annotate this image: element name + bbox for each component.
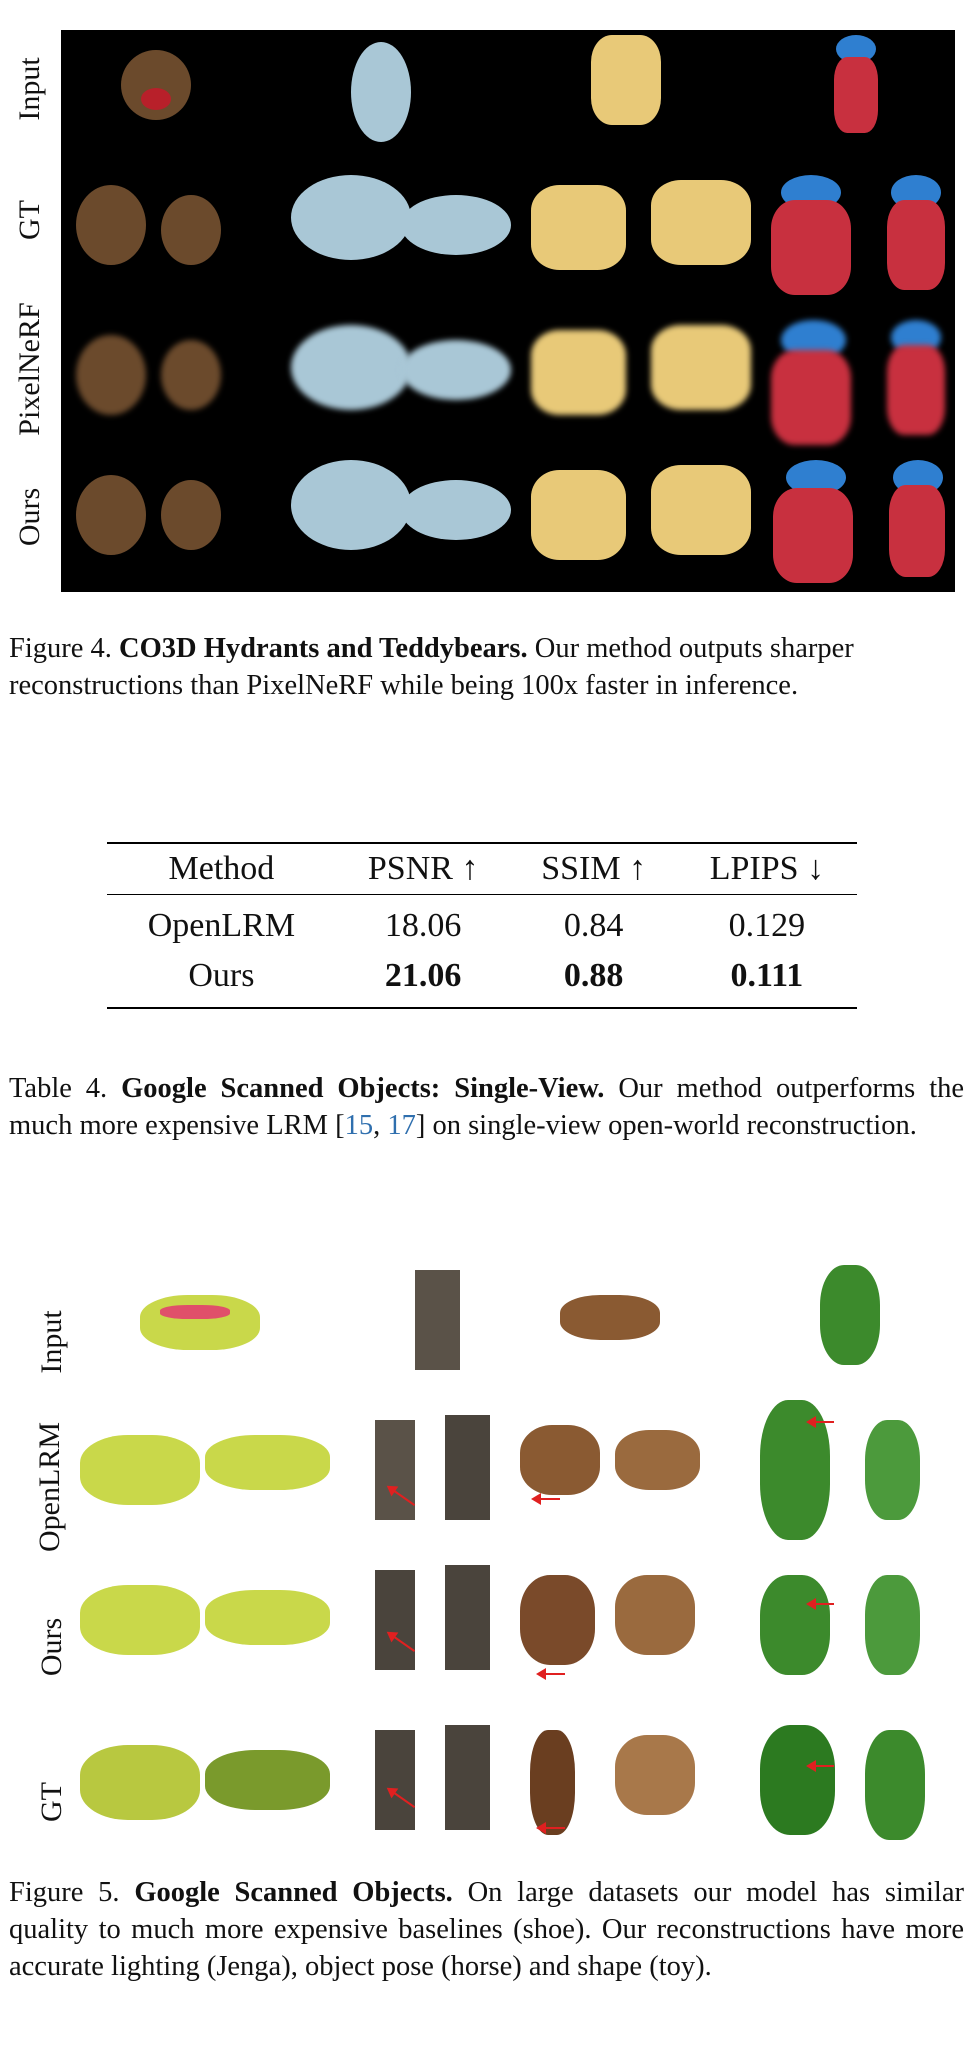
arrow-icon: [806, 1598, 834, 1610]
col-ssim: SSIM ↑: [541, 850, 647, 887]
input-shoe: [140, 1295, 260, 1350]
caption-prefix: Figure 5.: [9, 1877, 120, 1908]
fig4-row-label-input: Input: [13, 57, 46, 121]
caption-separator: ,: [373, 1110, 388, 1141]
cell-ssim: 0.88: [563, 957, 624, 994]
col-lpips: LPIPS ↓: [709, 850, 825, 887]
input-jenga: [415, 1270, 460, 1370]
arrow-icon: [536, 1668, 565, 1680]
caption-body: ] on single-view open-world reconstructi…: [415, 1110, 917, 1141]
caption-body: Our method outperforms the much more exp…: [9, 1073, 965, 1141]
input-red-hydrant: [831, 35, 881, 135]
caption-title: CO3D Hydrants and Teddybears.: [119, 633, 528, 664]
caption-body: On large datasets our model has similar …: [9, 1877, 964, 1982]
arrow-icon: [531, 1493, 560, 1505]
table-row: OpenLRM 18.06 0.84 0.129: [107, 895, 857, 952]
input-lion: [121, 50, 191, 120]
cell-lpips: 0.129: [728, 907, 806, 944]
fig5-row-label-openlrm: OpenLRM: [33, 1422, 66, 1552]
fig5-row-label-gt: GT: [35, 1782, 68, 1822]
arrow-icon: [536, 1822, 565, 1834]
citation-link[interactable]: 17: [387, 1110, 416, 1141]
fig5-row-label-input: Input: [35, 1310, 68, 1374]
table-header-row: Method PSNR ↑ SSIM ↑ LPIPS ↓: [107, 843, 857, 895]
table-4-caption: Table 4. Google Scanned Objects: Single-…: [9, 1070, 964, 1144]
figure-4-caption: Figure 4. CO3D Hydrants and Teddybears. …: [9, 630, 964, 704]
figure-4-image-grid: [61, 30, 955, 592]
cell-method: Ours: [188, 957, 255, 994]
ours-row: [30, 1555, 965, 1700]
cell-lpips: 0.111: [730, 957, 804, 994]
caption-title: Google Scanned Objects: Single-View.: [121, 1073, 605, 1104]
input-yellow-hydrant: [591, 35, 661, 125]
col-method: Method: [168, 850, 275, 887]
fig4-row-label-pixelnerf: PixelNeRF: [13, 302, 46, 436]
cell-psnr: 21.06: [384, 957, 462, 994]
input-teddy: [341, 42, 421, 142]
pixelnerf-row: [61, 315, 955, 455]
caption-prefix: Figure 4.: [9, 633, 112, 664]
gt-row: [61, 170, 955, 310]
cell-method: OpenLRM: [147, 907, 296, 944]
caption-prefix: Table 4.: [9, 1073, 108, 1104]
input-horse: [560, 1295, 660, 1340]
openlrm-row: [30, 1400, 965, 1550]
arrow-icon: [806, 1416, 834, 1428]
fig4-row-label-gt: GT: [13, 200, 46, 240]
fig5-row-label-ours: Ours: [35, 1617, 68, 1677]
table-row: Ours 21.06 0.88 0.111: [107, 951, 857, 1008]
cell-psnr: 18.06: [384, 907, 462, 944]
input-toy: [820, 1265, 880, 1365]
caption-body: Our method outputs sharper reconstructio…: [9, 633, 854, 701]
gt-row: [30, 1715, 965, 1855]
figure-5-caption: Figure 5. Google Scanned Objects. On lar…: [9, 1874, 964, 1985]
table-4: Method PSNR ↑ SSIM ↑ LPIPS ↓ OpenLRM 18.…: [107, 842, 857, 1009]
col-psnr: PSNR ↑: [367, 850, 479, 887]
caption-title: Google Scanned Objects.: [134, 1877, 453, 1908]
fig4-row-label-ours: Ours: [13, 487, 46, 547]
figure-5-image-grid: [30, 1255, 965, 1855]
citation-link[interactable]: 15: [344, 1110, 374, 1141]
cell-ssim: 0.84: [563, 907, 624, 944]
arrow-icon: [806, 1760, 834, 1772]
ours-row: [61, 460, 955, 590]
